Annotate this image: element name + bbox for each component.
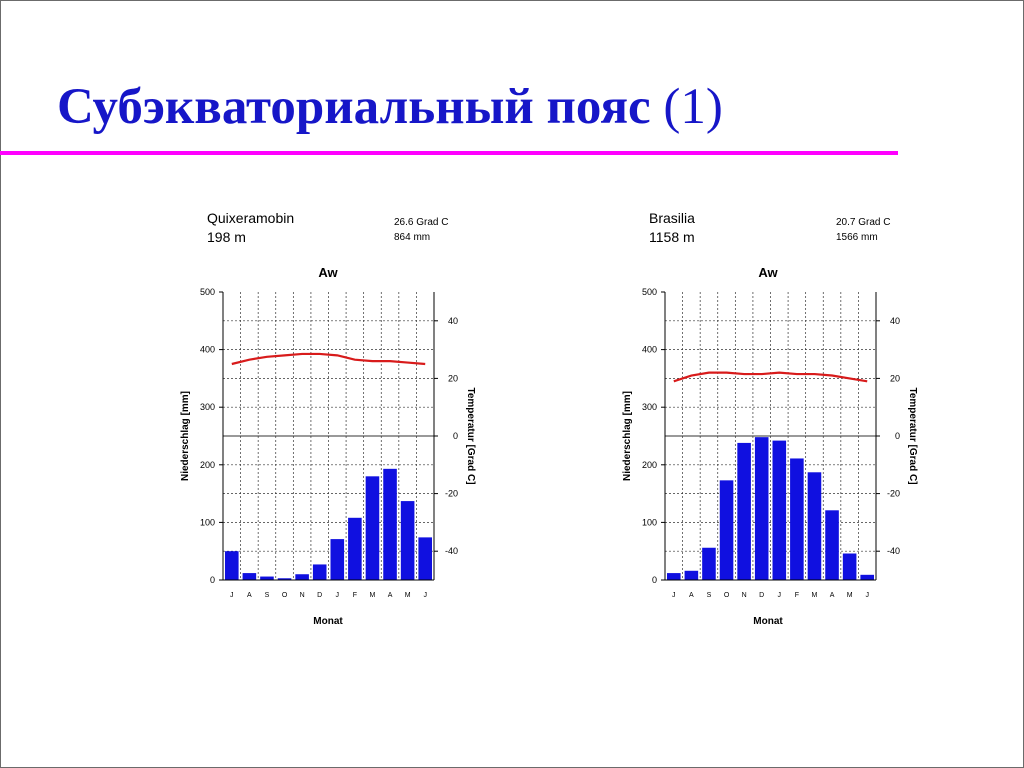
temperature-line [231,352,426,366]
precipitation-bar [790,458,804,580]
x-tick-label: A [830,592,835,599]
station-elevation: 1158 m [649,229,695,245]
y2-tick-label: 20 [448,373,458,383]
climate-class-label: Aw [318,265,338,280]
x-tick-label: F [353,592,357,599]
annual-precipitation-label: 1566 mm [836,232,878,243]
y2-tick-label: 40 [890,316,900,326]
precipitation-bar [684,570,699,580]
grid [223,292,434,580]
precipitation-bar [312,564,327,580]
x-axis-label: Monat [753,616,783,627]
precipitation-bar [807,472,822,580]
y-tick-label: 500 [200,287,215,297]
precipitation-bar [825,510,839,580]
x-tick-label: A [388,592,393,599]
precipitation-bar [418,537,432,580]
precipitation-bar [754,437,769,580]
precipitation-bar [225,551,239,580]
precipitation-bar [772,440,787,580]
y2-tick-label: 0 [895,431,900,441]
precipitation-bar [330,539,345,580]
y2-tick-label: -20 [887,489,900,499]
precipitation-bar [260,576,274,580]
precipitation-bars [667,437,874,580]
precipitation-bar [667,573,681,580]
climate-chart-quixeramobin: Quixeramobin 198 m 26.6 Grad C 864 mm Aw… [180,210,476,627]
x-tick-label: J [336,592,340,599]
precipitation-bar [383,468,397,580]
y-tick-label: 300 [200,402,215,412]
x-tick-label: S [265,592,270,599]
precipitation-bar [702,547,716,580]
y-axis-label: Niederschlag [mm] [622,391,633,481]
precipitation-bar [277,578,292,580]
x-tick-label: A [247,592,252,599]
precipitation-bar [860,574,874,580]
mean-temperature-label: 26.6 Grad C [394,217,448,228]
x-tick-label: D [759,592,764,599]
x-tick-label: M [847,592,853,599]
y-tick-label: 500 [642,287,657,297]
x-axis-label: Monat [313,616,343,627]
x-tick-label: M [405,592,411,599]
y-tick-label: 400 [200,345,215,355]
station-elevation: 198 m [207,229,246,245]
x-tick-label: N [300,592,305,599]
grid [665,292,876,580]
y-tick-label: 100 [642,517,657,527]
y-tick-label: 100 [200,517,215,527]
climate-class-label: Aw [758,265,778,280]
temperature-line [673,371,868,383]
precipitation-bar [365,476,380,580]
y-tick-label: 300 [642,402,657,412]
annual-precipitation-label: 864 mm [394,232,430,243]
x-tick-label: N [742,592,747,599]
slide-title-text: Субэкваториальный пояс [57,79,651,135]
precipitation-bar [719,480,734,580]
station-name: Quixeramobin [207,210,294,226]
x-tick-label: J [423,592,427,599]
precipitation-bar [295,574,309,580]
climate-chart-brasilia: Brasilia 1158 m 20.7 Grad C 1566 mm Aw M… [622,210,918,627]
y-tick-label: 200 [200,460,215,470]
x-tick-label: M [812,592,818,599]
precipitation-bars [225,468,432,580]
y2-axis-label: Temperatur [Grad C] [465,387,476,484]
x-tick-label: J [865,592,869,599]
precipitation-bar [842,553,857,580]
precipitation-bar [348,517,362,580]
y-tick-label: 0 [210,575,215,585]
y2-tick-label: -20 [445,489,458,499]
y2-tick-label: -40 [445,546,458,556]
y-tick-label: 0 [652,575,657,585]
x-tick-label: O [282,592,288,599]
y2-axis-label: Temperatur [Grad C] [907,387,918,484]
x-tick-label: A [689,592,694,599]
x-tick-label: M [370,592,376,599]
y-axis-label: Niederschlag [mm] [180,391,191,481]
mean-temperature-label: 20.7 Grad C [836,217,890,228]
x-tick-label: F [795,592,799,599]
x-tick-label: S [707,592,712,599]
y2-tick-label: 20 [890,373,900,383]
x-tick-label: J [778,592,782,599]
y2-tick-label: 0 [453,431,458,441]
y-tick-label: 400 [642,345,657,355]
y-tick-label: 200 [642,460,657,470]
title-underline [0,151,898,155]
precipitation-bar [242,573,257,580]
y2-tick-label: 40 [448,316,458,326]
y2-tick-label: -40 [887,546,900,556]
precipitation-bar [737,442,751,580]
x-tick-label: O [724,592,730,599]
x-tick-label: J [230,592,234,599]
x-tick-label: J [672,592,676,599]
slide-title: Субэкваториальный пояс (1) [57,82,723,133]
station-name: Brasilia [649,210,695,226]
x-tick-label: D [317,592,322,599]
precipitation-bar [400,501,415,580]
slide-title-number: (1) [663,79,723,135]
